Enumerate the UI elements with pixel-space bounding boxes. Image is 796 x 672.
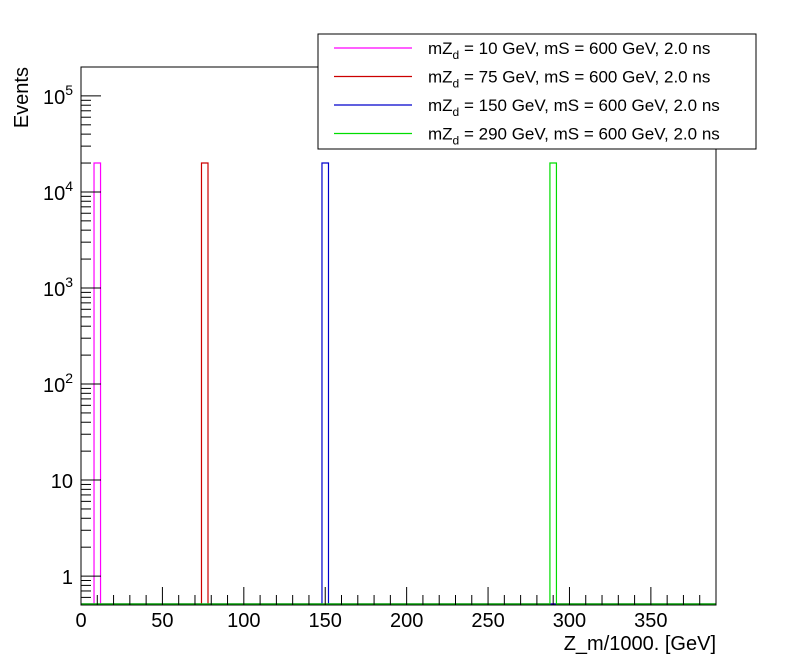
x-tick-label: 250: [471, 610, 504, 632]
legend-entry-label: mZd = 290 GeV, mS = 600 GeV, 2.0 ns: [428, 125, 720, 148]
legend-entry-label: mZd = 10 GeV, mS = 600 GeV, 2.0 ns: [428, 39, 710, 62]
histogram-series-4: [81, 162, 716, 605]
legend: mZd = 10 GeV, mS = 600 GeV, 2.0 ns mZd = …: [317, 33, 757, 150]
x-tick-label: 350: [634, 610, 667, 632]
legend-entry-label: mZd = 75 GeV, mS = 600 GeV, 2.0 ns: [428, 68, 710, 91]
x-tick-label: 300: [553, 610, 586, 632]
x-axis: 0 50 100 150 200 250 300 350: [75, 587, 717, 632]
histogram-series-2: [81, 162, 716, 605]
legend-box: [317, 33, 757, 150]
legend-entry-label: mZd = 150 GeV, mS = 600 GeV, 2.0 ns: [428, 96, 720, 119]
x-tick-label: 100: [227, 610, 260, 632]
y-tick-label: 103: [43, 274, 73, 301]
y-axis-title: Events: [11, 67, 33, 128]
histogram-series-1: [81, 162, 716, 605]
x-tick-label: 150: [309, 610, 342, 632]
histogram-lines: [81, 162, 716, 605]
y-tick-label: 1: [62, 567, 73, 589]
x-tick-label: 50: [151, 610, 173, 632]
x-tick-label: 200: [390, 610, 423, 632]
x-axis-title: Z_m/1000. [GeV]: [564, 633, 716, 655]
y-tick-label: 104: [43, 178, 73, 205]
y-tick-label: 105: [43, 82, 73, 109]
y-tick-label: 102: [43, 370, 73, 397]
y-tick-label: 10: [51, 471, 73, 493]
histogram-series-3: [81, 162, 716, 605]
x-tick-label: 0: [75, 610, 86, 632]
y-axis: 1 10 102 103 104 105: [43, 66, 101, 606]
